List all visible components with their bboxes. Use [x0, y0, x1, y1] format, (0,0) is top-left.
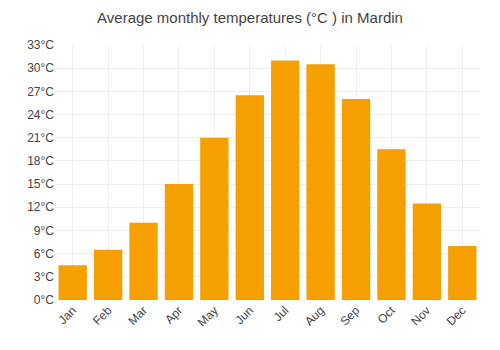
- svg-text:9°C: 9°C: [34, 224, 54, 238]
- svg-text:12°C: 12°C: [27, 200, 54, 214]
- svg-text:Feb: Feb: [90, 303, 115, 328]
- svg-text:33°C: 33°C: [27, 38, 54, 52]
- svg-text:27°C: 27°C: [27, 85, 54, 99]
- svg-text:24°C: 24°C: [27, 108, 54, 122]
- svg-text:Dec: Dec: [444, 303, 469, 328]
- svg-text:Average monthly temperatures (: Average monthly temperatures (°C ) in Ma…: [97, 9, 403, 26]
- svg-text:Jan: Jan: [55, 303, 79, 327]
- svg-text:21°C: 21°C: [27, 131, 54, 145]
- svg-text:15°C: 15°C: [27, 177, 54, 191]
- svg-text:Oct: Oct: [375, 303, 399, 327]
- svg-text:Mar: Mar: [125, 303, 150, 328]
- svg-text:Aug: Aug: [302, 303, 327, 328]
- svg-text:Jul: Jul: [271, 303, 292, 324]
- svg-text:Nov: Nov: [408, 303, 433, 328]
- svg-text:Sep: Sep: [337, 303, 362, 328]
- svg-text:18°C: 18°C: [27, 154, 54, 168]
- svg-text:6°C: 6°C: [34, 247, 54, 261]
- svg-text:0°C: 0°C: [34, 293, 54, 307]
- svg-text:May: May: [195, 303, 221, 329]
- svg-text:3°C: 3°C: [34, 270, 54, 284]
- svg-text:Apr: Apr: [162, 303, 185, 326]
- svg-text:Jun: Jun: [233, 303, 257, 327]
- svg-text:30°C: 30°C: [27, 61, 54, 75]
